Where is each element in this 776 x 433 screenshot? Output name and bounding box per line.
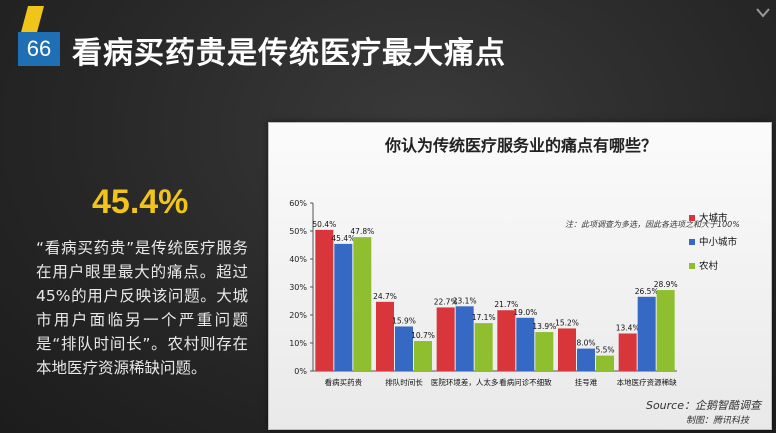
page-title: 看病买药贵是传统医疗最大痛点 (72, 36, 506, 71)
bar (535, 332, 554, 371)
bar (315, 229, 334, 371)
y-tick-label: 20% (289, 311, 307, 320)
bar (596, 355, 614, 371)
x-tick-label: 排队时间长 (385, 377, 423, 387)
slide-number: 66 (18, 32, 60, 66)
data-label: 24.7% (373, 292, 397, 301)
x-tick-label: 本地医疗资源稀缺 (617, 377, 677, 387)
y-tick-label: 50% (289, 227, 307, 236)
y-tick-label: 30% (289, 283, 307, 292)
bar (353, 237, 372, 371)
bar (334, 243, 353, 371)
data-label: 10.7% (411, 331, 435, 340)
data-label: 47.8% (350, 227, 374, 236)
y-tick-label: 40% (289, 255, 307, 264)
x-tick-label: 看病问诊不细致 (499, 377, 552, 387)
legend-swatch (689, 263, 695, 269)
data-label: 23.1% (453, 296, 477, 305)
y-tick-label: 0% (294, 367, 307, 376)
data-label: 28.9% (654, 280, 678, 289)
bar (637, 296, 656, 371)
x-tick-label: 医院环境差，人太多 (431, 377, 499, 387)
legend-entry: 农村 (699, 260, 719, 272)
data-label: 13.9% (532, 322, 556, 331)
data-label: 21.7% (494, 300, 518, 309)
legend-entry: 中小城市 (699, 236, 738, 248)
data-label: 13.4% (616, 323, 640, 332)
x-tick-label: 挂号难 (575, 377, 598, 387)
bar (455, 306, 474, 371)
chart-title: 你认为传统医疗服务业的痛点有哪些？ (384, 136, 657, 155)
bar (516, 317, 535, 371)
data-label: 15.9% (392, 316, 416, 325)
data-label: 5.5% (595, 346, 614, 355)
bar (656, 290, 675, 371)
bar (376, 301, 394, 371)
corner-chevron-icon (756, 8, 770, 18)
legend-swatch (689, 239, 695, 245)
data-label: 15.2% (555, 318, 579, 327)
legend-swatch (689, 215, 695, 221)
y-tick-label: 60% (289, 199, 307, 208)
chart-maker: 制图：腾讯科技 (686, 415, 750, 426)
bar (395, 326, 413, 371)
data-label: 45.4% (331, 234, 355, 243)
bar (558, 328, 576, 371)
data-label: 50.4% (312, 220, 336, 229)
bar (436, 307, 455, 371)
data-label: 8.0% (576, 339, 595, 348)
data-label: 17.1% (472, 313, 496, 322)
bar (414, 341, 432, 371)
chart-source: Source：企鹅智酷调查 (646, 399, 763, 412)
x-tick-label: 看病买药贵 (325, 377, 363, 387)
description-text: “看病买药贵”是传统医疗服务在用户眼里最大的痛点。超过45%的用户反映该问题。大… (36, 239, 248, 377)
y-tick-label: 10% (289, 339, 307, 348)
data-label: 22.7% (434, 297, 458, 306)
bar (474, 323, 493, 371)
chart-panel: 你认为传统医疗服务业的痛点有哪些？ 注：此项调查为多选，因此各选项之和大于100… (268, 122, 772, 430)
chart-note: 注：此项调查为多选，因此各选项之和大于100% (565, 220, 740, 229)
bar-chart: 你认为传统医疗服务业的痛点有哪些？ 注：此项调查为多选，因此各选项之和大于100… (289, 136, 763, 426)
data-label: 26.5% (635, 287, 659, 296)
legend-entry: 大城市 (699, 212, 728, 224)
accent-shape-icon (20, 6, 44, 36)
bar (618, 333, 637, 371)
data-label: 19.0% (513, 308, 537, 317)
bar (577, 348, 595, 371)
bar (497, 310, 516, 371)
highlight-percentage: 45.4% (92, 183, 189, 221)
